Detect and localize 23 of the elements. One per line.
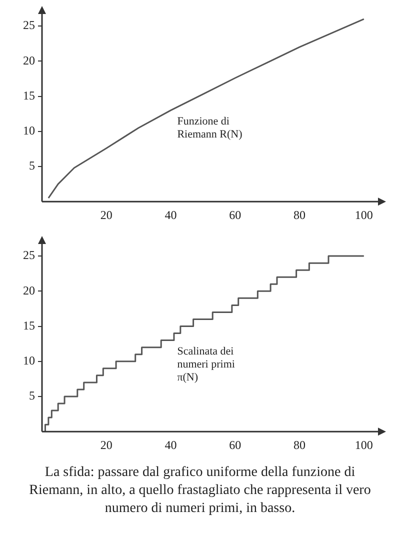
y-tick-label: 15 bbox=[23, 88, 35, 102]
y-tick-label: 20 bbox=[23, 53, 35, 68]
x-tick-label: 60 bbox=[229, 208, 242, 222]
y-tick-label: 25 bbox=[23, 248, 35, 262]
x-tick-label: 80 bbox=[294, 208, 306, 222]
y-tick-label: 15 bbox=[23, 318, 35, 332]
y-tick-label: 25 bbox=[23, 18, 35, 32]
x-tick-label: 20 bbox=[100, 208, 112, 222]
text: La sfida: passare dal grafico uniforme della funzione di Riemann, in alto, a quello frastagliato che rappresenta il vero numero di numeri primi, in basso. bbox=[28, 464, 372, 518]
x-tick-label: 40 bbox=[164, 208, 177, 222]
series-label: Scalinata dei numeri primi π(N) bbox=[177, 346, 235, 384]
y-tick-label: 10 bbox=[23, 124, 35, 138]
y-tick-label: 10 bbox=[23, 354, 35, 368]
x-tick-label: 100 bbox=[354, 208, 373, 222]
x-tick-label: 60 bbox=[229, 438, 242, 452]
x-tick-label: 40 bbox=[164, 438, 177, 452]
x-tick-label: 20 bbox=[100, 438, 112, 452]
y-tick-label: 5 bbox=[29, 158, 35, 173]
y-tick-label: 20 bbox=[23, 283, 35, 298]
y-tick-label: 5 bbox=[29, 388, 35, 403]
x-tick-label: 80 bbox=[294, 438, 306, 452]
x-tick-label: 100 bbox=[354, 438, 373, 452]
series-label: Funzione di Riemann R(N) bbox=[177, 116, 243, 141]
